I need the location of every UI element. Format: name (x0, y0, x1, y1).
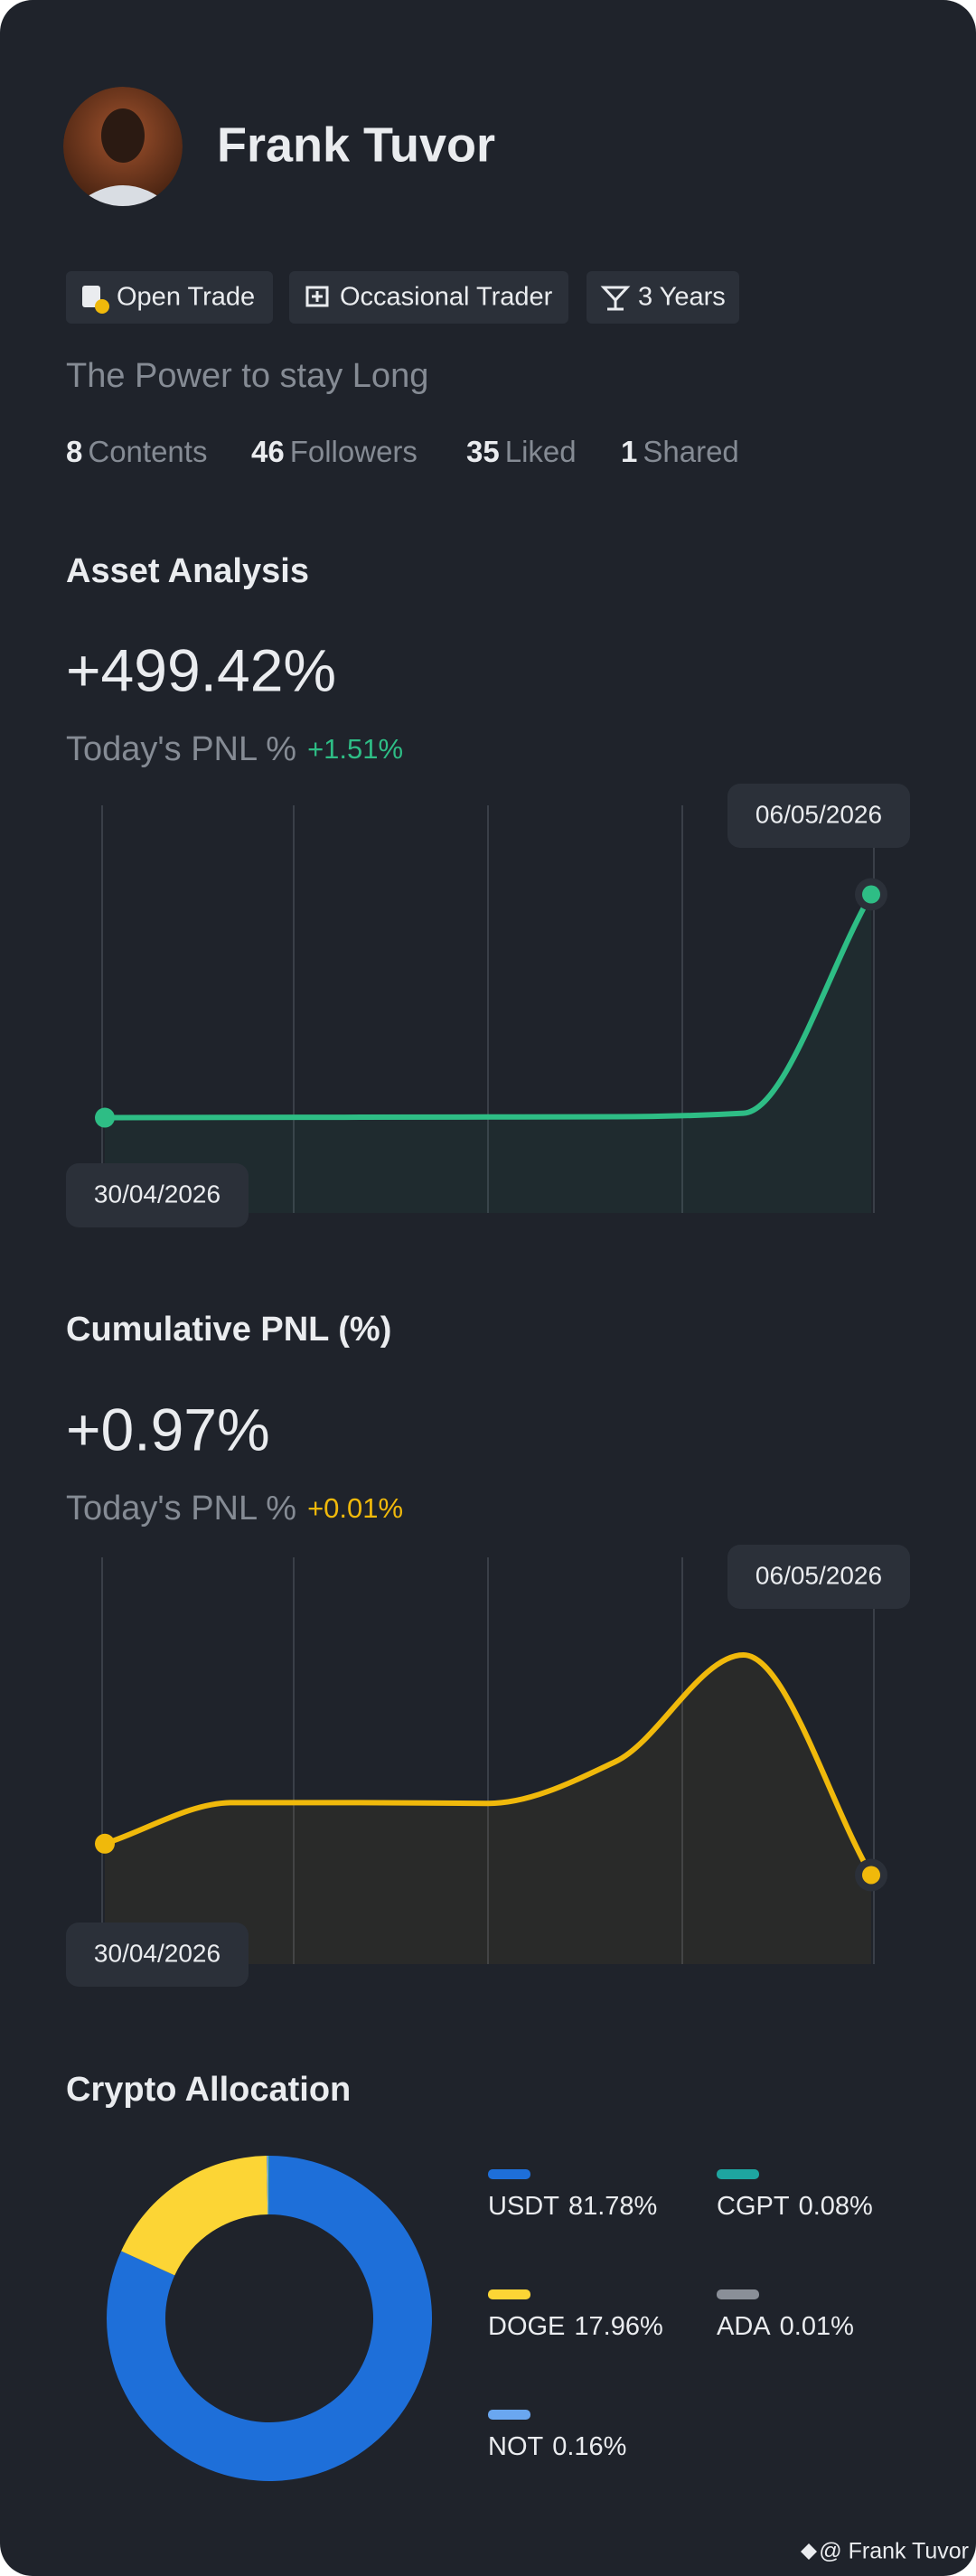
legend-item: ADA 0.01% (717, 2289, 854, 2341)
legend-swatch (488, 2410, 530, 2420)
legend-value: 17.96% (574, 2312, 662, 2341)
line (102, 891, 874, 1121)
stat: 1 Shared (621, 435, 739, 468)
headline-value: +499.42% (66, 636, 336, 703)
legend-name: DOGE (488, 2312, 565, 2341)
line-area (105, 894, 871, 1213)
date-badge (66, 1163, 249, 1227)
line-chart: 06/05/2026 30/04/2026 (66, 784, 910, 1227)
tag: Occasional Trader (289, 271, 568, 324)
stat-label: Liked (505, 435, 577, 468)
today-pnl-value: +1.51% (307, 733, 403, 765)
legend-text: DOGE 17.96% (488, 2312, 663, 2341)
today-pnl-label: Today's PNL % (66, 730, 296, 768)
headline-value: +0.97% (66, 1396, 270, 1462)
today-pnl: Today's PNL % +1.51% (66, 730, 403, 768)
legend-item: DOGE 17.96% (488, 2289, 663, 2341)
legend-name: CGPT (717, 2192, 790, 2221)
date-label: 06/05/2026 (755, 1561, 882, 1589)
donut-chart: USDT 81.78% CGPT 0.08% DOGE 17.96% ADA 0.01% NOT… (107, 2156, 873, 2481)
date-label: 06/05/2026 (755, 800, 882, 828)
stat-label: Contents (88, 435, 207, 468)
legend-value: 0.16% (552, 2432, 626, 2461)
legend-text: CGPT 0.08% (717, 2192, 873, 2221)
line-chart: 06/05/2026 30/04/2026 (66, 1545, 910, 1987)
stat: 35 Liked (466, 435, 577, 468)
today-pnl-value: +0.01% (307, 1492, 403, 1524)
legend-name: USDT (488, 2192, 559, 2221)
point (862, 885, 880, 904)
stat-value: 1 (621, 435, 637, 468)
stat: 8 Contents (66, 435, 207, 468)
line-area (105, 1655, 871, 1964)
tag-label: Open Trade (117, 283, 255, 312)
legend-item: USDT 81.78% (488, 2169, 657, 2221)
date-badge (727, 1545, 910, 1609)
today-pnl: Today's PNL % +0.01% (66, 1490, 403, 1528)
legend-text: USDT 81.78% (488, 2192, 657, 2221)
section-title: Crypto Allocation (66, 2071, 351, 2109)
tag-label: Occasional Trader (340, 283, 553, 312)
legend-name: ADA (717, 2312, 771, 2341)
legend-item: NOT 0.16% (488, 2410, 626, 2461)
point (95, 1107, 115, 1128)
footer: @ Frank Tuvor (801, 2539, 969, 2564)
donut-slice (267, 2156, 269, 2215)
section-title: Cumulative PNL (%) (66, 1311, 391, 1349)
stat-value: 8 (66, 435, 82, 468)
donut-slice (267, 2156, 269, 2215)
stat: 46 Followers (251, 435, 418, 468)
point (95, 1833, 115, 1854)
legend-swatch (717, 2289, 759, 2299)
section-title: Asset Analysis (66, 552, 309, 590)
point (862, 1866, 880, 1885)
bio: The Power to stay Long (66, 357, 428, 395)
stat-label: Shared (643, 435, 738, 468)
legend-swatch (488, 2289, 530, 2299)
tag: 3 Years (587, 271, 739, 324)
footer-text: @ Frank Tuvor (819, 2539, 969, 2564)
tag-label: 3 Years (638, 283, 726, 312)
legend-name: NOT (488, 2432, 544, 2461)
legend-value: 0.08% (799, 2192, 873, 2221)
stat-value: 35 (466, 435, 500, 468)
legend-item: CGPT 0.08% (717, 2169, 873, 2221)
legend-value: 0.01% (780, 2312, 854, 2341)
stats: 8 Contents 46 Followers 35 Liked 1 Shared (66, 435, 739, 468)
stat-value: 46 (251, 435, 285, 468)
legend-swatch (717, 2169, 759, 2179)
donut-slice (107, 2156, 433, 2481)
tag: Open Trade (66, 271, 273, 324)
date-badge (66, 1923, 249, 1987)
today-pnl-label: Today's PNL % (66, 1490, 296, 1528)
date-label: 30/04/2026 (94, 1180, 221, 1208)
legend-text: NOT 0.16% (488, 2432, 626, 2461)
charts: Asset Analysis +499.42% Today's PNL % +1.51… (66, 552, 910, 2481)
legend-value: 81.78% (568, 2192, 657, 2221)
line (102, 1651, 874, 1878)
user-name: Frank Tuvor (217, 118, 495, 172)
stat-label: Followers (290, 435, 418, 468)
legend-swatch (488, 2169, 530, 2179)
legend-text: ADA 0.01% (717, 2312, 854, 2341)
donut-slice (121, 2156, 268, 2276)
date-label: 30/04/2026 (94, 1939, 221, 1967)
date-badge (727, 784, 910, 848)
